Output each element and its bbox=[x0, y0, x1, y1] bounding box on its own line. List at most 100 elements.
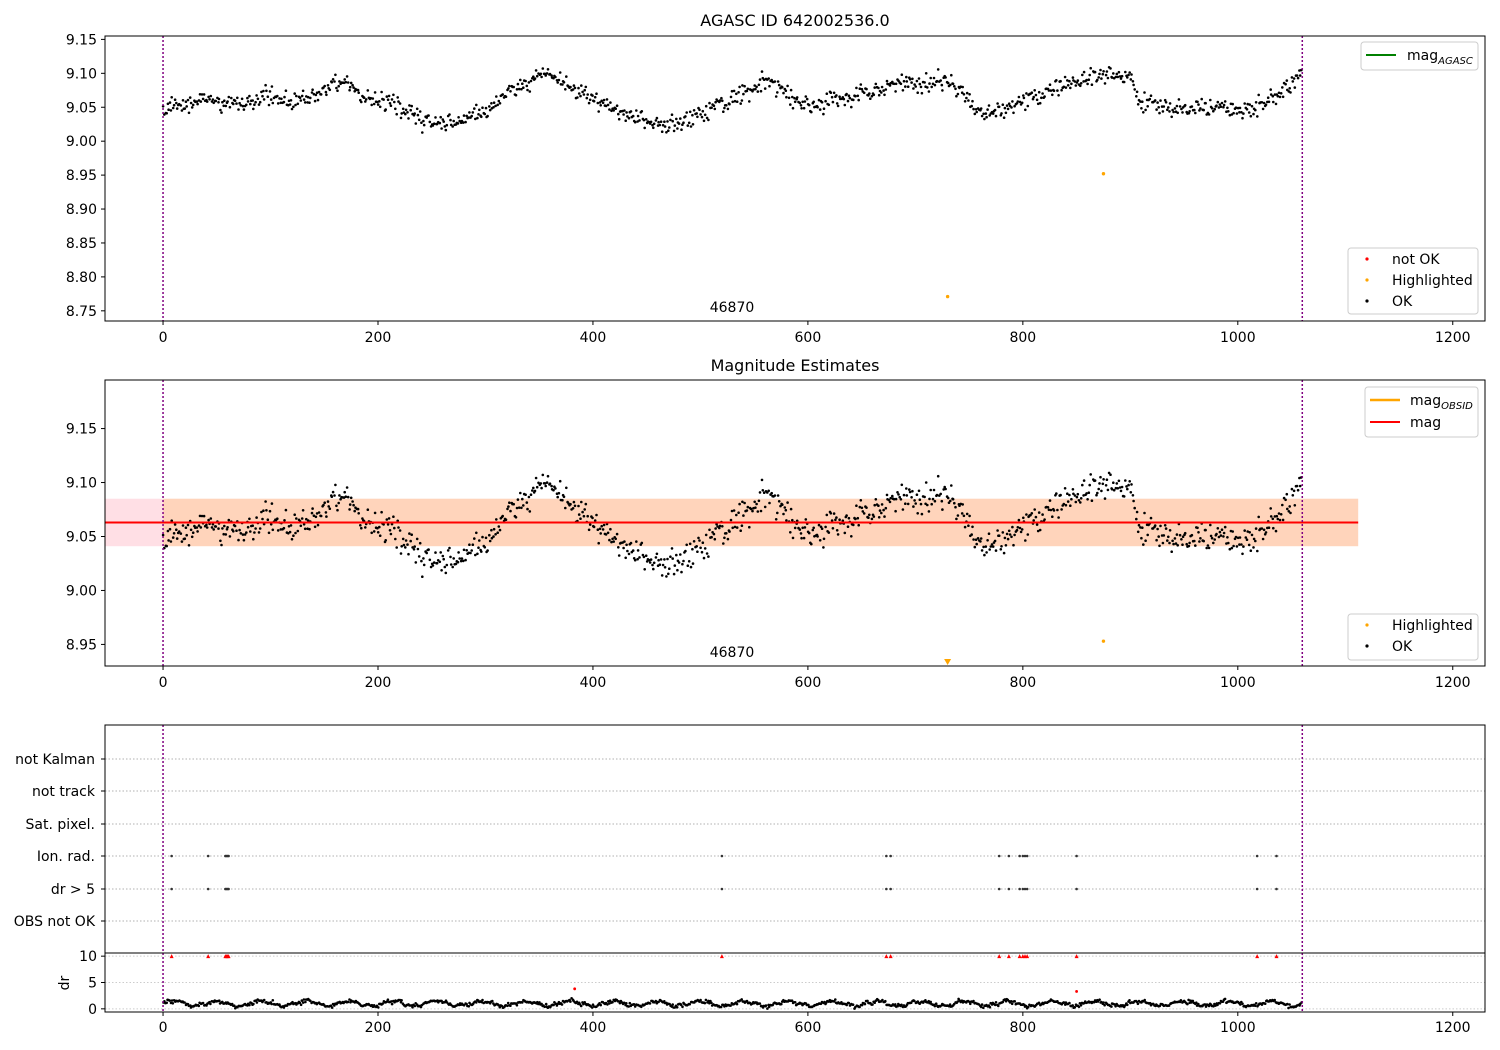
ok-point bbox=[658, 563, 662, 566]
dr-point bbox=[252, 1002, 255, 1006]
ok-point bbox=[569, 502, 572, 506]
ok-point bbox=[1030, 91, 1034, 94]
legend-box bbox=[1347, 247, 1479, 315]
ok-point bbox=[669, 118, 672, 122]
dr-point bbox=[745, 999, 749, 1003]
ok-point bbox=[488, 108, 492, 112]
ok-point bbox=[682, 121, 685, 124]
ok-point bbox=[638, 119, 641, 122]
ok-point bbox=[731, 100, 734, 104]
ok-point bbox=[335, 504, 338, 508]
ok-point bbox=[1012, 543, 1015, 547]
ok-point bbox=[721, 525, 724, 528]
ok-point bbox=[420, 121, 423, 124]
ok-point bbox=[1018, 526, 1022, 530]
ok-point bbox=[975, 542, 978, 546]
ok-point bbox=[1114, 75, 1118, 79]
ok-point bbox=[661, 123, 665, 127]
ok-point bbox=[1257, 93, 1260, 97]
ok-point bbox=[262, 98, 266, 101]
ok-point bbox=[1219, 105, 1223, 108]
ok-point bbox=[449, 118, 452, 122]
ok-point bbox=[730, 89, 734, 93]
ok-point bbox=[172, 103, 176, 107]
ok-point bbox=[389, 104, 393, 107]
ok-point bbox=[1047, 508, 1051, 512]
ok-point bbox=[189, 528, 193, 532]
ok-point bbox=[856, 516, 860, 520]
ok-point bbox=[950, 484, 953, 487]
not-ok-legend-label: not OK bbox=[1392, 252, 1440, 268]
ok-point bbox=[198, 514, 202, 518]
ok-point bbox=[295, 94, 298, 98]
ok-legend-label: OK bbox=[1392, 639, 1413, 655]
ok-point bbox=[1085, 492, 1088, 495]
ok-point bbox=[818, 108, 822, 111]
ok-point bbox=[877, 93, 881, 97]
ok-point bbox=[1226, 106, 1229, 110]
ok-point bbox=[668, 126, 671, 129]
ok-point bbox=[1276, 94, 1280, 98]
ok-point bbox=[1132, 499, 1135, 503]
ok-point bbox=[1032, 519, 1035, 522]
ok-point bbox=[605, 98, 609, 101]
ok-point bbox=[427, 114, 430, 117]
ok-point bbox=[1220, 101, 1224, 105]
ok-point bbox=[642, 555, 646, 559]
ok-point bbox=[913, 499, 916, 502]
ok-point bbox=[1245, 538, 1249, 541]
dr-point bbox=[611, 1000, 614, 1004]
ok-point bbox=[1074, 84, 1078, 87]
ok-point bbox=[490, 536, 494, 540]
ok-point bbox=[1240, 111, 1243, 114]
ok-point bbox=[741, 500, 744, 504]
ok-point bbox=[276, 529, 280, 532]
ok-point bbox=[196, 530, 199, 533]
ok-point bbox=[807, 531, 811, 535]
agasc-axes-frame bbox=[104, 35, 1486, 322]
flag-point bbox=[885, 854, 888, 858]
ok-point bbox=[1128, 71, 1131, 74]
ok-point bbox=[389, 532, 393, 536]
ok-point bbox=[1040, 96, 1043, 100]
ok-point bbox=[552, 488, 555, 492]
ok-point bbox=[660, 574, 664, 577]
ok-point bbox=[541, 473, 545, 477]
ok-point bbox=[1002, 551, 1006, 555]
ok-point bbox=[1200, 97, 1203, 101]
ok-point bbox=[889, 496, 892, 500]
ok-point bbox=[180, 109, 184, 112]
ok-point bbox=[874, 498, 878, 501]
ok-point bbox=[754, 87, 757, 91]
ok-point bbox=[1173, 537, 1177, 540]
ok-point bbox=[705, 116, 709, 120]
ok-point bbox=[1196, 100, 1199, 104]
ok-point bbox=[1135, 95, 1138, 98]
ok-point bbox=[615, 104, 619, 107]
ok-point bbox=[859, 499, 863, 502]
dr-point bbox=[1079, 1004, 1083, 1007]
ok-point bbox=[887, 498, 891, 502]
ok-point bbox=[702, 119, 706, 123]
ok-point bbox=[364, 526, 367, 529]
ok-point bbox=[571, 507, 575, 510]
ok-point bbox=[1230, 113, 1234, 116]
ok-point bbox=[283, 519, 286, 522]
ok-point bbox=[362, 96, 366, 99]
dr-point bbox=[1241, 1002, 1244, 1005]
ok-point bbox=[302, 98, 306, 101]
ok-point bbox=[939, 492, 942, 496]
ok-point bbox=[1260, 101, 1264, 104]
ok-point bbox=[1013, 104, 1016, 108]
ok-point bbox=[1164, 527, 1168, 530]
dr-point bbox=[884, 999, 887, 1003]
dr-point bbox=[171, 1002, 175, 1005]
flag-point bbox=[1018, 887, 1021, 891]
flag-point bbox=[1021, 887, 1025, 891]
ok-point bbox=[644, 554, 648, 557]
ok-point bbox=[654, 556, 658, 559]
ok-point bbox=[1026, 104, 1030, 108]
ok-point bbox=[258, 100, 262, 104]
ok-point bbox=[940, 83, 944, 87]
ok-point bbox=[1242, 112, 1245, 115]
